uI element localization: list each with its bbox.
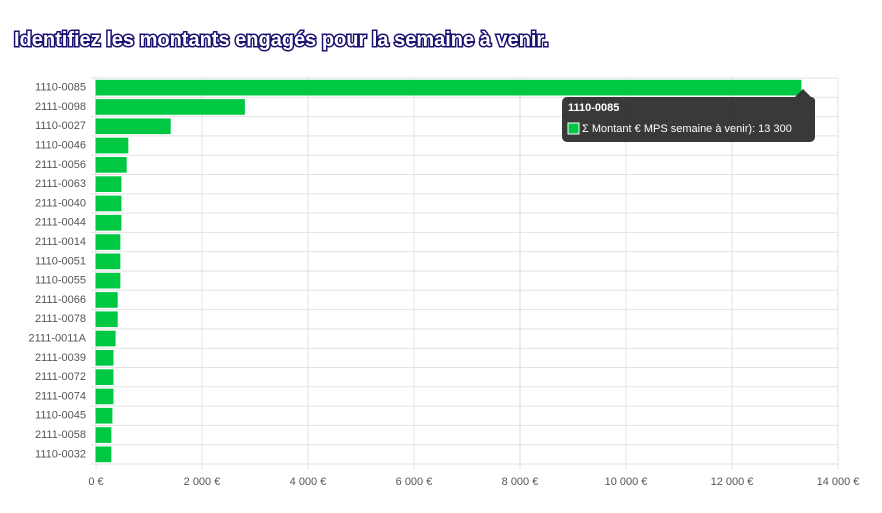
x-tick-label: 10 000 € — [605, 476, 648, 488]
y-tick-label: 2111-0056 — [35, 159, 86, 171]
bar — [95, 272, 121, 289]
bar — [95, 292, 118, 308]
bar — [95, 446, 112, 463]
bar — [95, 157, 127, 173]
bar — [95, 137, 129, 154]
y-tick-label: 2111-0066 — [35, 294, 86, 306]
bar — [95, 79, 802, 96]
tooltip-value: 13 300 — [758, 123, 792, 135]
bar — [95, 195, 122, 212]
y-tick-label: 2111-0058 — [35, 429, 86, 441]
y-tick-label: 2111-0044 — [35, 217, 86, 229]
x-tick-label: 8 000 € — [502, 476, 539, 488]
x-tick-label: 4 000 € — [290, 476, 327, 488]
tooltip-swatch — [567, 122, 580, 135]
y-tick-label: 1110-0046 — [35, 139, 86, 151]
tooltip-box — [562, 89, 816, 142]
bar — [95, 214, 122, 231]
bar — [95, 99, 245, 115]
y-tick-label: 2111-0078 — [35, 313, 86, 325]
y-tick-label: 2111-0040 — [35, 197, 86, 209]
tooltip-series: Σ Montant € MPS semaine à venir): — [582, 123, 755, 135]
tooltip: 1110-0085 Σ Montant € MPS semaine à veni… — [562, 89, 816, 142]
y-tick-label: 1110-0027 — [35, 120, 86, 132]
x-tick-label: 2 000 € — [184, 476, 221, 488]
bar — [95, 176, 122, 192]
bars — [95, 79, 802, 463]
y-tick-label: 1110-0051 — [35, 255, 86, 267]
chart-title: Identifiez les montants engagés pour la … — [14, 29, 549, 51]
bar — [95, 253, 121, 270]
y-tick-label: 2111-0098 — [35, 101, 86, 113]
y-tick-label: 2111-0072 — [35, 371, 86, 383]
bar — [95, 369, 114, 385]
bar — [95, 388, 114, 405]
bar — [95, 407, 113, 424]
y-tick-label: 2111-0039 — [35, 352, 86, 364]
bar — [95, 118, 171, 135]
y-tick-label: 1110-0032 — [35, 448, 86, 460]
y-tick-label: 2111-0063 — [35, 178, 86, 190]
bar — [95, 311, 118, 328]
y-tick-label: 1110-0045 — [35, 410, 86, 422]
y-tick-label: 2111-0014 — [35, 236, 86, 248]
x-tick-label: 14 000 € — [817, 476, 860, 488]
x-tick-label: 0 € — [88, 476, 103, 488]
bar — [95, 427, 112, 443]
bar — [95, 330, 116, 347]
tooltip-title: 1110-0085 — [568, 102, 619, 114]
y-tick-label: 1110-0085 — [35, 82, 86, 94]
y-tick-label: 2111-0011A — [29, 332, 87, 344]
bar — [95, 234, 121, 250]
x-tick-label: 6 000 € — [396, 476, 433, 488]
tooltip-text: Σ Montant € MPS semaine à venir): 13 300 — [582, 123, 792, 135]
y-tick-label: 1110-0055 — [35, 275, 86, 287]
grid: 0 € 2 000 € 4 000 € 6 000 € 8 000 € 10 000 € 1… — [29, 77, 860, 488]
bar — [95, 350, 114, 366]
x-tick-label: 12 000 € — [711, 476, 754, 488]
y-tick-label: 2111-0074 — [35, 390, 86, 402]
